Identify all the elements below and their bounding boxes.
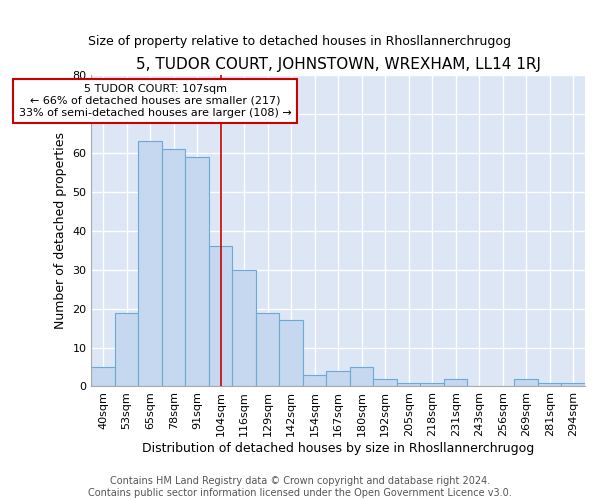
Bar [256,312,280,386]
Bar [538,382,562,386]
Bar [185,157,209,386]
Text: Size of property relative to detached houses in Rhosllannerchrugog: Size of property relative to detached ho… [89,35,511,48]
Bar [91,367,115,386]
Bar [514,378,538,386]
Bar [397,382,421,386]
Bar [280,320,303,386]
Bar [444,378,467,386]
Bar [421,382,444,386]
Y-axis label: Number of detached properties: Number of detached properties [54,132,67,330]
Bar [326,371,350,386]
Bar [350,367,373,386]
Title: 5, TUDOR COURT, JOHNSTOWN, WREXHAM, LL14 1RJ: 5, TUDOR COURT, JOHNSTOWN, WREXHAM, LL14… [136,58,541,72]
Text: Contains HM Land Registry data © Crown copyright and database right 2024.
Contai: Contains HM Land Registry data © Crown c… [88,476,512,498]
X-axis label: Distribution of detached houses by size in Rhosllannerchrugog: Distribution of detached houses by size … [142,442,535,455]
Bar [562,382,585,386]
Bar [209,246,232,386]
Bar [162,149,185,386]
Bar [303,375,326,386]
Text: 5 TUDOR COURT: 107sqm
← 66% of detached houses are smaller (217)
33% of semi-det: 5 TUDOR COURT: 107sqm ← 66% of detached … [19,84,292,117]
Bar [373,378,397,386]
Bar [115,312,139,386]
Bar [232,270,256,386]
Bar [139,141,162,386]
